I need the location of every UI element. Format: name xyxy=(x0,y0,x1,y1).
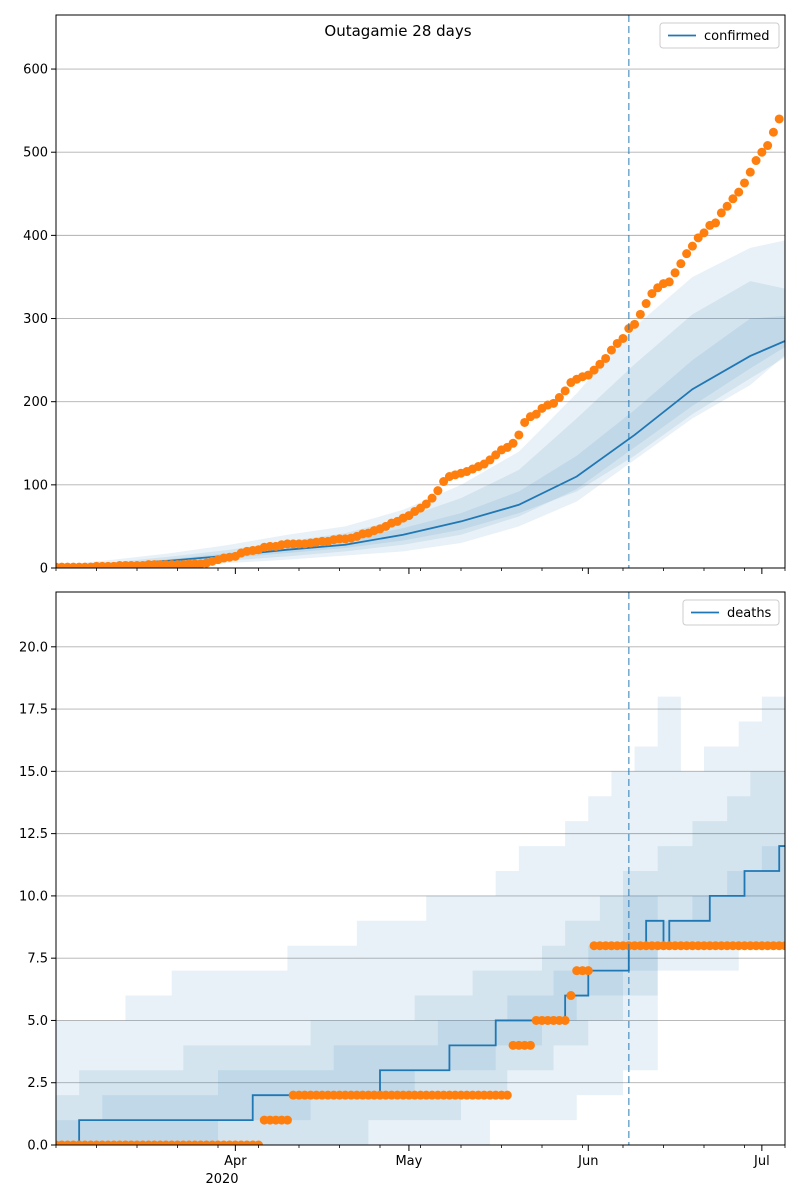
observed-point xyxy=(502,1090,512,1100)
observed-point xyxy=(768,127,778,137)
observed-point xyxy=(508,438,518,448)
observed-point xyxy=(514,430,524,440)
plot-area xyxy=(56,671,785,1145)
y-tick-label: 400 xyxy=(23,229,48,244)
uncertainty-band-2 xyxy=(56,846,785,1145)
observed-point xyxy=(635,309,645,319)
x-tick-label: Jun xyxy=(577,1154,598,1169)
observed-point xyxy=(589,365,599,375)
observed-point xyxy=(687,241,697,251)
legend-box xyxy=(659,22,780,49)
legend-box xyxy=(682,599,780,626)
y-tick-label: 10.0 xyxy=(19,889,48,904)
legend-label: deaths xyxy=(727,606,772,621)
observed-point xyxy=(670,268,680,278)
observed-point xyxy=(566,991,576,1001)
confirmed-panel: 0 100 200 300 400 500 600 confirmed xyxy=(23,14,786,577)
legend: confirmed xyxy=(659,22,780,49)
y-tick-label: 2.5 xyxy=(27,1076,48,1091)
y-tick-label: 300 xyxy=(23,312,48,327)
y-tick-label: 100 xyxy=(23,478,48,493)
observed-point xyxy=(682,249,692,259)
legend: deaths xyxy=(682,599,780,626)
y-tick-label: 7.5 xyxy=(27,952,48,967)
plot-area xyxy=(56,114,785,568)
observed-point xyxy=(757,147,767,157)
deaths-panel: 0.0 2.5 5.0 7.5 10.0 12.5 15.0 17.5 20.0 Apr May Ju… xyxy=(19,591,786,1169)
observed-point xyxy=(606,345,616,355)
observed-point xyxy=(254,1140,263,1145)
y-tick-label: 0 xyxy=(40,562,48,577)
chart-title: Outagamie 28 days xyxy=(324,22,471,40)
observed-point xyxy=(601,353,611,363)
observed-point xyxy=(421,499,431,509)
observed-point xyxy=(595,359,605,369)
observed-point xyxy=(647,289,657,299)
observed-point xyxy=(774,114,784,124)
observed-point xyxy=(734,187,744,197)
observed-point xyxy=(699,228,709,238)
uncertainty-band-2 xyxy=(56,316,785,568)
observed-point xyxy=(554,393,564,403)
x-tick-label: May xyxy=(395,1154,422,1169)
observed-point xyxy=(728,194,738,204)
observed-point xyxy=(676,259,686,269)
uncertainty-band-1 xyxy=(56,281,785,568)
observed-point xyxy=(740,178,749,188)
observed-point xyxy=(780,941,785,951)
observed-point xyxy=(525,1040,535,1050)
observed-point xyxy=(630,319,640,329)
uncertainty-band-0 xyxy=(56,240,785,568)
observed-point xyxy=(560,386,570,396)
y-tick-label: 12.5 xyxy=(19,827,48,842)
observed-point xyxy=(282,1115,292,1125)
observed-point xyxy=(751,156,761,166)
observed-point xyxy=(583,966,593,976)
observed-point xyxy=(433,486,443,496)
y-tick-label: 17.5 xyxy=(19,703,48,718)
y-tick-label: 500 xyxy=(23,146,48,161)
y-tick-label: 20.0 xyxy=(19,640,48,655)
x-tick-label: Apr xyxy=(224,1154,247,1169)
observed-point xyxy=(664,277,674,287)
observed-point xyxy=(763,141,773,151)
x-axis-year-label: 2020 xyxy=(205,1172,238,1187)
uncertainty-band-0 xyxy=(56,671,785,1145)
observed-point xyxy=(641,299,651,309)
y-tick-label: 15.0 xyxy=(19,765,48,780)
observed-point xyxy=(618,333,628,343)
observed-point xyxy=(745,167,755,177)
observed-point xyxy=(722,201,732,211)
observed-point xyxy=(427,493,437,503)
y-tick-label: 5.0 xyxy=(27,1014,48,1029)
y-tick-label: 600 xyxy=(23,63,48,78)
observed-point xyxy=(520,417,530,427)
legend-label: confirmed xyxy=(704,29,770,44)
observed-point xyxy=(711,218,721,228)
observed-point xyxy=(716,208,726,218)
observed-point xyxy=(549,398,559,408)
uncertainty-band-1 xyxy=(56,746,785,1145)
x-tick-label: Jul xyxy=(753,1154,770,1169)
y-tick-label: 200 xyxy=(23,395,48,410)
y-tick-label: 0.0 xyxy=(27,1139,48,1154)
observed-point xyxy=(531,409,541,419)
observed-point xyxy=(560,1015,570,1025)
